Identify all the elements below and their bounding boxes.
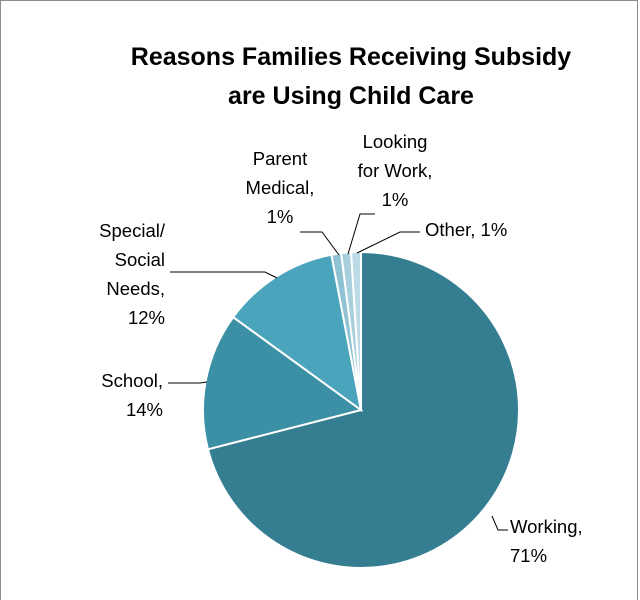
label-school-line-1: School, [101, 370, 163, 391]
slice-school [201, 315, 364, 451]
label-parent-medical-line-3: 1% [267, 206, 294, 227]
label-special-social-needs-line-1: Special/ [99, 220, 166, 241]
slice-working [206, 250, 520, 569]
label-looking-for-work-line-3: 1% [382, 189, 409, 210]
leader-lines [168, 213, 508, 531]
slice-labels: Working, 71% School, 14% Special/Social Needs… [99, 131, 582, 566]
label-looking-for-work-line-1: Looking [363, 131, 428, 152]
leader-parent-medical [300, 231, 340, 256]
leader-working [491, 515, 508, 531]
label-other-line-1: Other, 1% [425, 219, 507, 240]
chart-title-line-1: Reasons Families Receiving Subsidy [131, 43, 572, 71]
slice-special-social-needs [231, 253, 363, 413]
leader-other [356, 231, 420, 254]
label-looking-for-work-line-2: for Work, [358, 160, 433, 181]
label-school-line-2: 14% [126, 399, 163, 420]
slice-other [350, 250, 362, 411]
chart-title-line-2: are Using Child Care [228, 82, 474, 110]
label-special-social-needs-line-4: 12% [128, 307, 165, 328]
label-special-social-needs-line-3: Needs, [106, 278, 165, 299]
leader-looking-for-work [347, 213, 375, 255]
leader-school [168, 381, 208, 384]
label-working-line-2: 71% [510, 545, 547, 566]
label-parent-medical-line-1: Parent [253, 148, 308, 169]
label-special-social-needs-line-2: Social [115, 249, 165, 270]
label-working-line-1: Working, [510, 516, 583, 537]
leader-special-social-needs [170, 271, 278, 279]
label-parent-medical-line-2: Medical, [246, 177, 315, 198]
pie-slices [201, 250, 520, 569]
